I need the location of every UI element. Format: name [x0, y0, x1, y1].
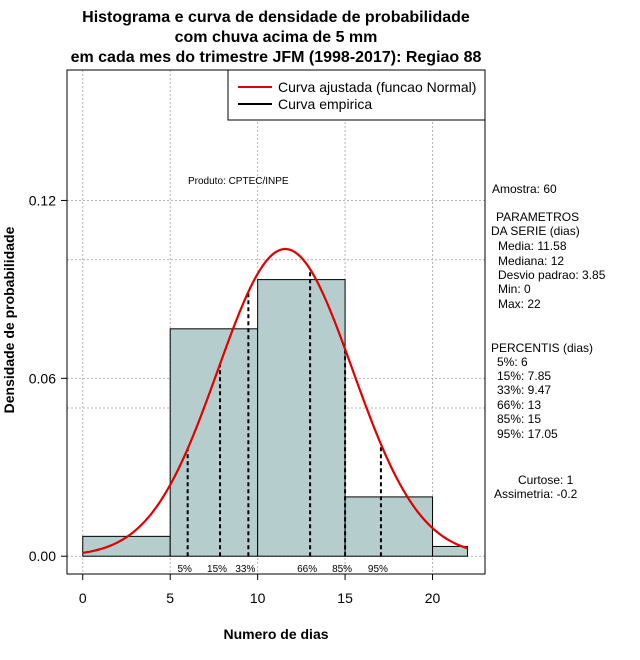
- legend-label-fit: Curva ajustada (funcao Normal): [278, 79, 476, 95]
- legend-label-empirical: Curva empirica: [278, 96, 372, 112]
- percentile-label: 66%: [297, 564, 317, 575]
- y-tick-label: 0.12: [29, 192, 56, 208]
- percentile-lines-layer: 5% 15% 33% 66% 85% 95%: [177, 269, 388, 575]
- y-tick-label: 0.06: [29, 370, 56, 386]
- y-axis-label: Densidade de probabilidade: [1, 226, 17, 413]
- bars-layer: [82, 279, 469, 557]
- histogram-bar: [344, 496, 434, 557]
- chart-title-line-3: em cada mes do trimestre JFM (1998-2017)…: [71, 49, 482, 66]
- chart-title-line-1: Histograma e curva de densidade de proba…: [82, 9, 470, 26]
- x-tick-label: 5: [166, 590, 174, 606]
- param-media: Media: 11.58: [498, 239, 567, 253]
- x-tick-label: 10: [250, 590, 266, 606]
- assimetria: Assimetria: -0.2: [494, 487, 578, 501]
- percentis-title: PERCENTIS (dias): [491, 341, 593, 355]
- x-tick-label: 0: [79, 590, 87, 606]
- param-min: Min: 0: [498, 282, 531, 296]
- product-annotation: Produto: CPTEC/INPE: [188, 176, 289, 187]
- curve-layer: [82, 247, 468, 554]
- param-max: Max: 22: [498, 297, 541, 311]
- percentil-85: 85%: 15: [497, 412, 541, 426]
- percentile-label: 33%: [235, 564, 255, 575]
- stats-panel: Amostra: 60 PARAMETROS DA SERIE (dias) M…: [491, 182, 606, 501]
- param-desvio: Desvio padrao: 3.85: [498, 268, 606, 282]
- params-title-line-2: DA SERIE (dias): [491, 224, 580, 238]
- x-tick-label: 20: [425, 590, 441, 606]
- histogram-bar: [257, 279, 346, 557]
- percentile-label: 15%: [207, 564, 227, 575]
- percentil-5: 5%: 6: [497, 355, 528, 369]
- percentile-label: 5%: [177, 564, 192, 575]
- normal-fit-curve: [82, 247, 468, 554]
- x-tick-label: 15: [337, 590, 353, 606]
- params-title-line-1: PARAMETROS: [496, 210, 579, 224]
- param-mediana: Mediana: 12: [498, 254, 564, 268]
- curtose: Curtose: 1: [518, 473, 574, 487]
- axis-layer: 0 5 10 15 20 0.00 0.06 0.12: [29, 192, 441, 606]
- percentil-95: 95%: 17.05: [497, 427, 558, 441]
- histogram-bar: [432, 545, 469, 557]
- percentil-66: 66%: 13: [497, 398, 541, 412]
- percentile-label: 85%: [332, 564, 352, 575]
- percentile-label: 95%: [368, 564, 388, 575]
- chart-title-line-2: com chuva acima de 5 mm: [175, 29, 378, 46]
- y-tick-label: 0.00: [29, 548, 56, 564]
- x-axis-label: Numero de dias: [223, 626, 328, 642]
- legend: Curva ajustada (funcao Normal) Curva emp…: [227, 69, 486, 121]
- percentil-15: 15%: 7.85: [497, 369, 551, 383]
- legend-box: [227, 69, 486, 121]
- sample-size: Amostra: 60: [492, 182, 557, 196]
- histogram-bar: [82, 535, 171, 557]
- histogram-bar: [169, 328, 259, 557]
- percentil-33: 33%: 9.47: [497, 383, 551, 397]
